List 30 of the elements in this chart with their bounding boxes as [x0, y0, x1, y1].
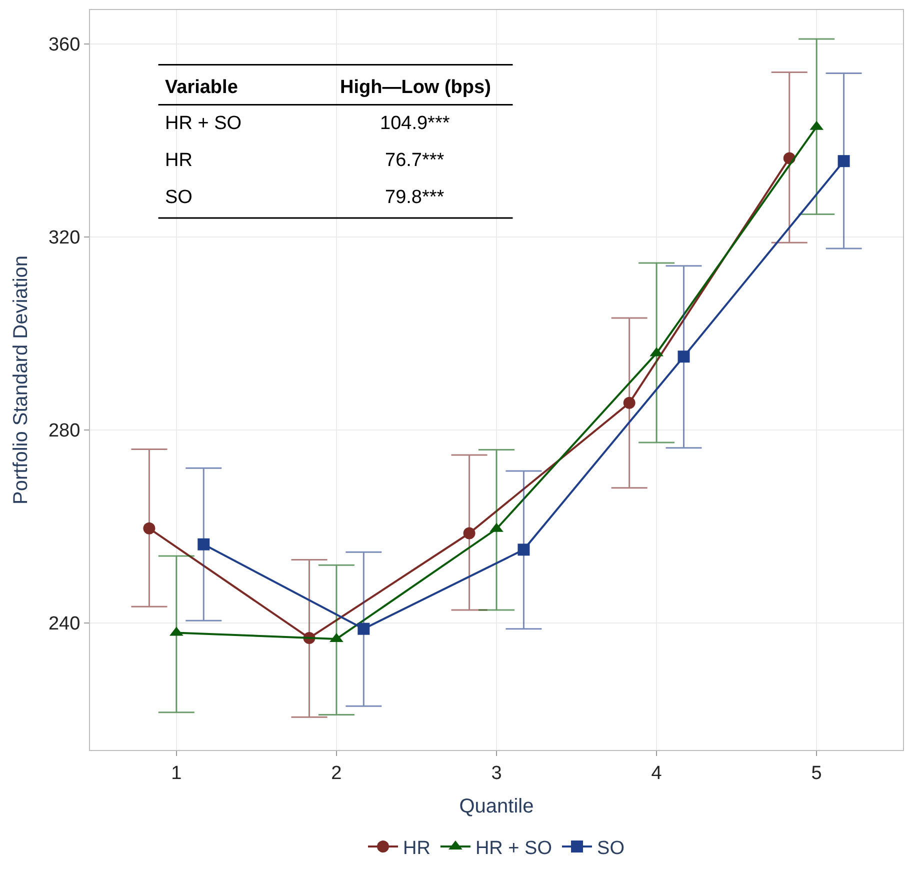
annotation: HR + SO	[165, 113, 242, 134]
annotation: 76.7***	[385, 150, 445, 171]
point	[358, 622, 370, 635]
annotation: Variable	[165, 77, 238, 98]
y-tick-label: 280	[48, 420, 80, 442]
legend-label: SO	[597, 838, 624, 859]
point	[623, 396, 636, 409]
x-tick-label: 3	[491, 762, 502, 784]
annotation: HR	[165, 150, 192, 171]
legend-label: HR + SO	[475, 838, 552, 859]
x-axis-title: Quantile	[459, 795, 534, 818]
y-axis-title: Portfolio Standard Deviation	[10, 255, 32, 505]
legend-label: HR	[403, 838, 430, 859]
point	[143, 522, 156, 534]
point	[198, 538, 210, 550]
x-tick-label: 1	[171, 762, 182, 784]
x-tick-label: 2	[331, 762, 342, 784]
x-tick-label: 5	[811, 762, 822, 784]
point	[463, 527, 476, 540]
annotation: High—Low (bps)	[340, 77, 491, 98]
annotation: SO	[165, 187, 192, 208]
annotation: 79.8***	[385, 187, 445, 208]
y-tick-label: 360	[48, 34, 80, 56]
point	[518, 544, 530, 556]
point	[678, 350, 690, 363]
x-tick-label: 4	[651, 762, 662, 784]
y-tick-label: 320	[48, 228, 80, 249]
point	[838, 155, 850, 168]
annotation: 104.9***	[380, 113, 450, 134]
y-tick-label: 240	[48, 614, 80, 635]
